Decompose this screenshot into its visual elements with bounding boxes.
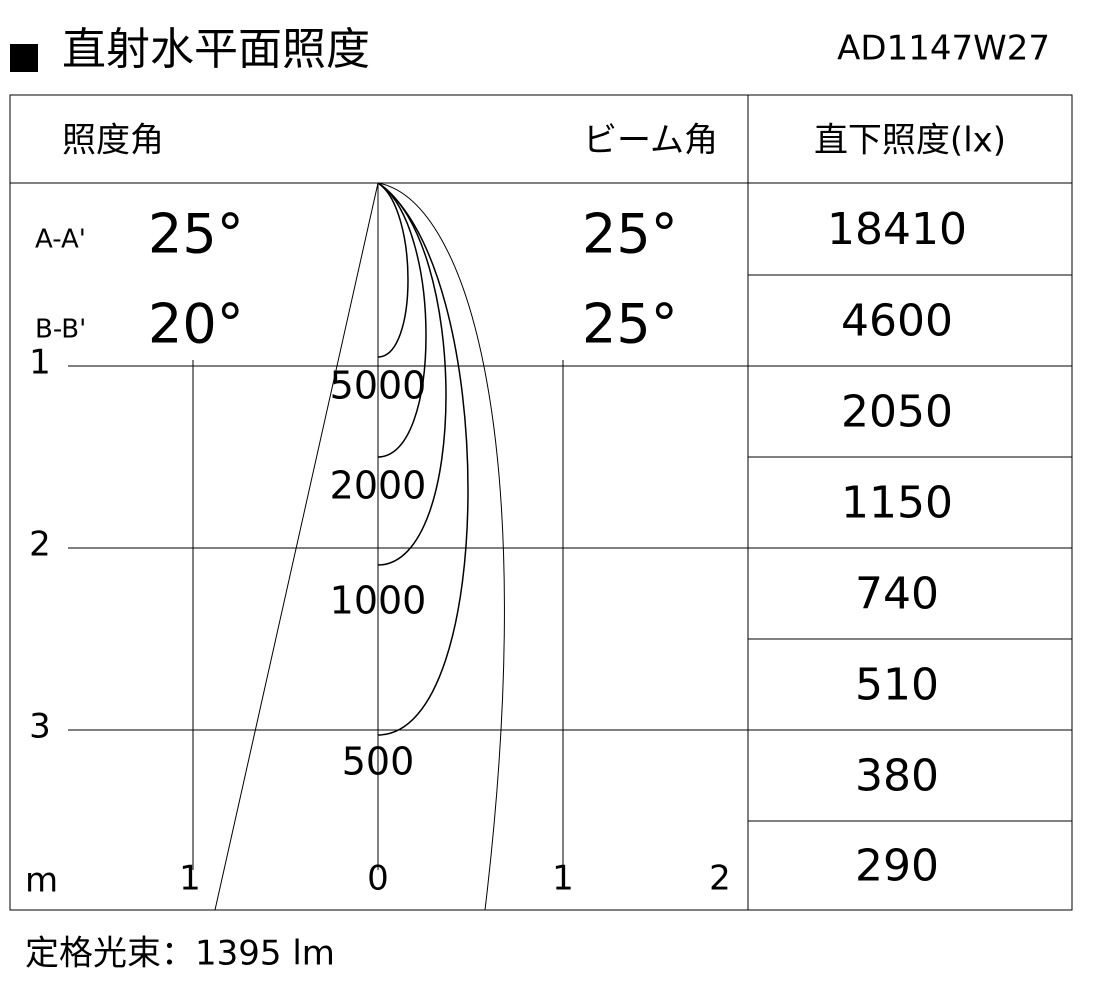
model: AD1147W27 xyxy=(837,29,1050,69)
contour-label: 1000 xyxy=(330,579,427,623)
distance-label: 1 xyxy=(552,859,574,899)
beam-line xyxy=(214,182,379,911)
illuminance-value: 18410 xyxy=(827,204,967,255)
illuminance-value: 380 xyxy=(855,751,939,802)
illuminance-angle: 20° xyxy=(148,293,244,356)
illuminance-value: 510 xyxy=(855,660,939,711)
contour xyxy=(377,182,427,458)
distance-label: 2 xyxy=(709,859,731,899)
frame xyxy=(9,94,1073,911)
distance-label: 2 xyxy=(29,525,51,565)
axis-unit: m xyxy=(25,861,58,901)
beam-curve xyxy=(377,182,505,911)
distance-label: 1 xyxy=(179,859,201,899)
contour-label: 500 xyxy=(342,740,415,784)
contour-label: 2000 xyxy=(330,464,427,508)
illuminance-value: 1150 xyxy=(841,478,953,529)
illuminance-value: 4600 xyxy=(841,296,953,347)
beam-angle: 25° xyxy=(582,203,678,266)
contour-label: 5000 xyxy=(330,364,427,408)
distance-label: 3 xyxy=(29,707,51,747)
illuminance-value: 740 xyxy=(855,569,939,620)
illuminance-value: 290 xyxy=(855,841,939,892)
distance-label: 1 xyxy=(29,343,51,383)
beam-angle: 25° xyxy=(582,293,678,356)
title: 直射水平面照度 xyxy=(62,24,370,75)
grid xyxy=(68,182,748,911)
footer: 定格光束：1395 lm xyxy=(25,934,335,974)
header-cell: 直下照度(lx) xyxy=(814,121,1006,161)
angle-label: A-A' xyxy=(35,225,86,255)
header-cell: 照度角 xyxy=(62,121,164,161)
contour xyxy=(377,182,409,358)
contour xyxy=(377,182,469,736)
illuminance-value: 2050 xyxy=(841,387,953,438)
angle-label: B-B' xyxy=(35,315,86,345)
distance-label: 0 xyxy=(367,859,389,899)
title-marker xyxy=(10,44,38,72)
header-cell: ビーム角 xyxy=(583,121,718,161)
illuminance-angle: 25° xyxy=(148,203,244,266)
contour xyxy=(377,182,447,566)
content: A-A' 25° 25° B-B' 20° 25° 18410 4600 2050 1150 740… xyxy=(25,182,1072,901)
